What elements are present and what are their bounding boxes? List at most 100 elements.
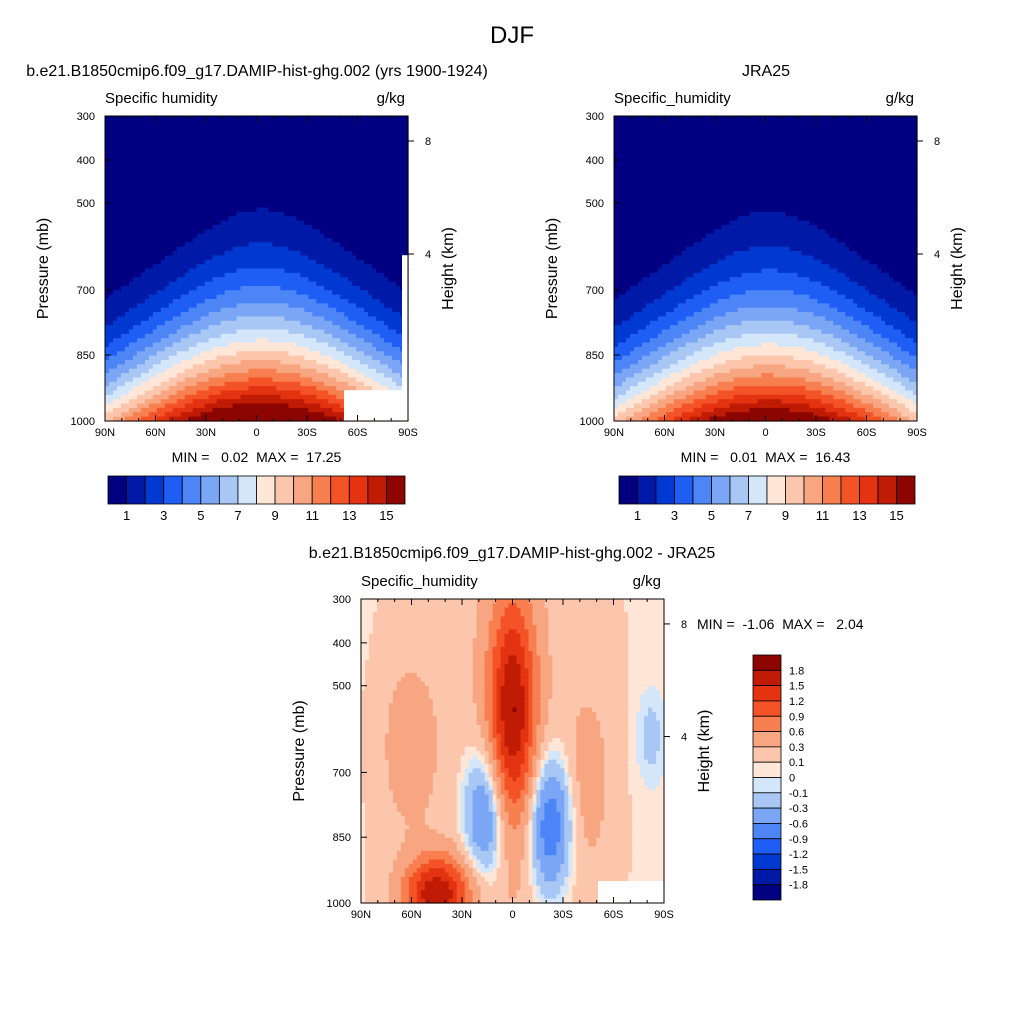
field-cell: [208, 233, 214, 239]
field-cell: [284, 390, 289, 396]
field-cell: [300, 181, 305, 187]
field-cell: [176, 333, 182, 339]
field-cell: [196, 251, 202, 257]
field-cell: [248, 268, 254, 274]
field-cell: [196, 150, 202, 156]
field-cell: [392, 316, 397, 322]
field-cell: [344, 355, 349, 361]
field-cell: [276, 120, 282, 126]
field-cell: [252, 390, 258, 396]
field-cell: [316, 172, 321, 178]
field-cell: [228, 259, 234, 265]
field-cell: [116, 360, 122, 365]
field-cell: [340, 364, 345, 370]
field-cell: [220, 233, 226, 239]
field-cell: [368, 172, 373, 178]
field-cell: [105, 259, 110, 265]
field-cell: [272, 137, 278, 143]
field-cell: [140, 124, 146, 130]
field-cell: [192, 360, 198, 365]
field-cell: [284, 137, 289, 143]
field-cell: [380, 285, 385, 291]
field-cell: [312, 120, 317, 126]
field-cell: [324, 307, 329, 313]
field-cell: [360, 364, 365, 370]
field-cell: [200, 251, 206, 257]
field-cell: [152, 238, 158, 243]
field-cell: [200, 233, 206, 239]
field-cell: [220, 120, 226, 126]
field-cell: [392, 242, 397, 248]
field-cell: [204, 394, 210, 400]
field-cell: [260, 312, 266, 318]
field-cell: [404, 133, 409, 139]
field-cell: [132, 142, 138, 148]
field-cell: [108, 281, 114, 287]
field-cell: [192, 185, 198, 191]
field-cell: [208, 381, 214, 387]
field-cell: [392, 211, 397, 217]
field-cell: [128, 150, 134, 156]
field-cell: [260, 146, 266, 152]
field-cell: [184, 368, 190, 374]
field-cell: [256, 329, 262, 335]
field-cell: [360, 120, 365, 126]
field-cell: [224, 224, 230, 230]
field-cell: [192, 272, 198, 278]
field-cell: [288, 373, 293, 379]
field-cell: [332, 198, 337, 204]
field-cell: [136, 364, 142, 370]
field-cell: [292, 207, 297, 213]
field-cell: [172, 124, 178, 130]
field-cell: [236, 220, 242, 226]
field-cell: [320, 377, 325, 383]
field-cell: [260, 386, 266, 392]
field-cell: [136, 312, 142, 318]
field-cell: [368, 129, 373, 135]
field-cell: [300, 368, 305, 374]
field-cell: [368, 198, 373, 204]
field-cell: [124, 316, 130, 322]
field-cell: [364, 120, 369, 126]
field-cell: [284, 190, 289, 196]
field-cell: [292, 172, 297, 178]
field-cell: [244, 142, 250, 148]
field-cell: [124, 390, 130, 396]
field-cell: [244, 185, 250, 191]
field-cell: [240, 216, 246, 222]
field-cell: [224, 346, 230, 352]
field-cell: [312, 233, 317, 239]
field-cell: [108, 338, 114, 344]
field-cell: [304, 190, 309, 196]
field-cell: [372, 316, 377, 322]
field-cell: [316, 233, 321, 239]
field-cell: [164, 163, 170, 169]
field-cell: [220, 255, 226, 261]
field-cell: [260, 246, 266, 252]
field-cell: [232, 346, 238, 352]
field-cell: [320, 329, 325, 335]
field-cell: [384, 129, 389, 135]
field-cell: [372, 325, 377, 331]
field-cell: [216, 277, 222, 283]
field-cell: [152, 120, 158, 126]
field-cell: [232, 185, 238, 191]
field-cell: [164, 203, 170, 209]
field-cell: [268, 381, 274, 387]
field-cell: [164, 194, 170, 200]
field-cell: [304, 238, 309, 243]
field-cell: [304, 329, 309, 335]
field-cell: [364, 124, 369, 130]
field-cell: [348, 355, 353, 361]
field-cell: [120, 320, 126, 326]
field-cell: [328, 120, 333, 126]
field-cell: [188, 142, 194, 148]
field-cell: [340, 333, 345, 339]
field-cell: [168, 246, 174, 252]
field-cell: [340, 190, 345, 196]
field-cell: [296, 116, 301, 121]
field-cell: [112, 268, 118, 274]
field-cell: [240, 368, 246, 374]
field-cell: [280, 346, 286, 352]
field-cell: [332, 220, 337, 226]
